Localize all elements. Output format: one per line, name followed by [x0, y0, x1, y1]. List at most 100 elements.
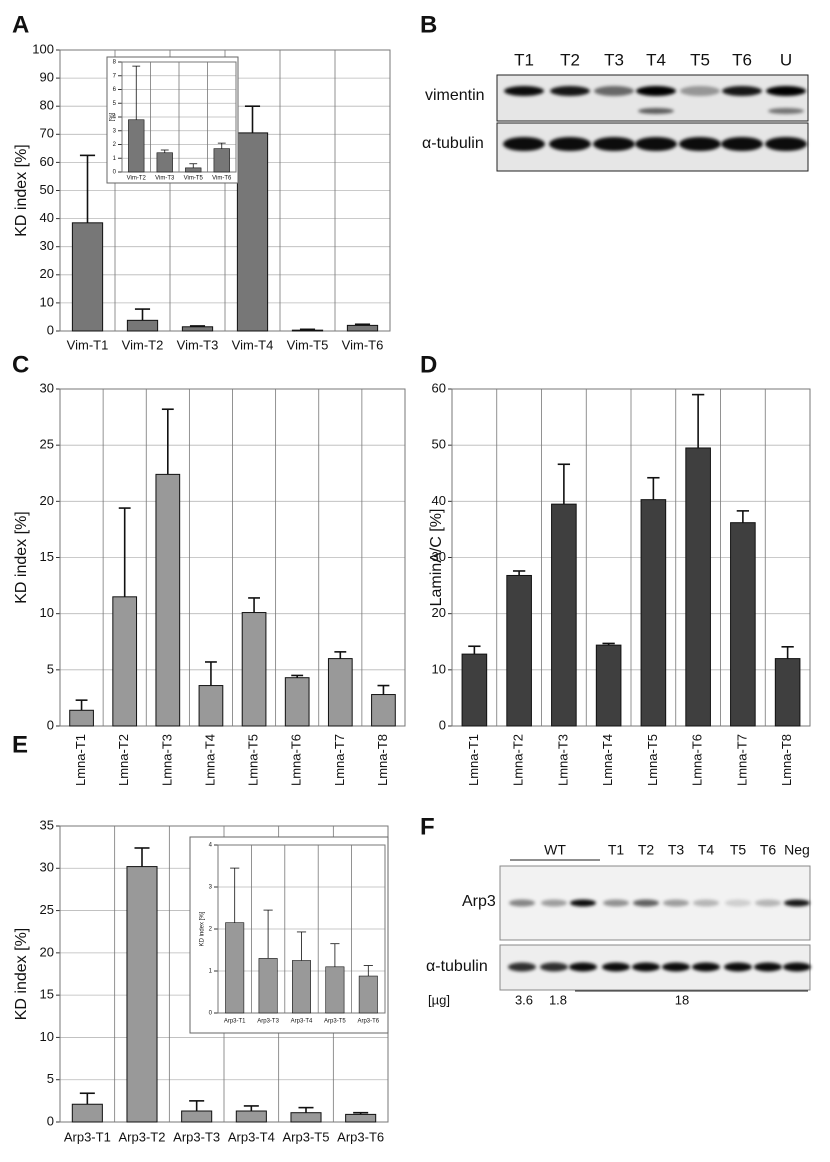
blot-band: [721, 137, 763, 151]
y-tick-label: 100: [32, 41, 54, 56]
y-tick-label: 15: [40, 987, 54, 1002]
x-tick-label: Vim-T5: [184, 176, 204, 182]
y-tick-label: 60: [40, 154, 54, 169]
x-tick-label: Lmna-T8: [779, 734, 794, 786]
bar: [327, 658, 353, 727]
y-tick-label: 3: [209, 885, 213, 891]
plot-frame: [59, 388, 406, 727]
x-tick-label: Arp3-T3: [257, 1019, 279, 1025]
y-tick-label: 10: [40, 1029, 54, 1044]
blot-band: [680, 86, 720, 96]
y-tick-label: 0: [439, 717, 446, 732]
panel-label: B: [420, 11, 437, 38]
bar: [284, 677, 310, 727]
y-tick-label: 40: [40, 210, 54, 225]
y-tick-label: 1: [209, 969, 213, 975]
bar: [155, 473, 181, 727]
y-tick-label: 5: [113, 101, 117, 107]
row-label: vimentin: [425, 87, 485, 104]
bar: [235, 1110, 267, 1123]
bar: [685, 447, 711, 727]
x-tick-label: Lmna-T1: [466, 734, 481, 786]
x-tick-label: Arp3-T4: [291, 1019, 313, 1025]
bar: [241, 612, 267, 727]
x-tick-label: Arp3-T6: [337, 1129, 384, 1144]
y-tick-label: 0: [47, 717, 54, 732]
y-tick-label: 8: [113, 60, 117, 66]
x-tick-label: Vim-T3: [177, 337, 219, 352]
x-tick-label: Lmna-T3: [159, 734, 174, 786]
panel-label: C: [12, 351, 29, 378]
blot-band: [569, 962, 597, 972]
blot-band: [636, 86, 676, 96]
x-tick-label: Arp3-T6: [357, 1019, 379, 1025]
y-tick-label: 5: [47, 1071, 54, 1086]
y-tick-label: 15: [40, 549, 54, 564]
bar: [461, 653, 488, 727]
y-tick-label: 40: [432, 493, 446, 508]
y-tick-label: 10: [40, 605, 54, 620]
x-tick-label: Arp3-T4: [228, 1129, 275, 1144]
bar: [292, 960, 311, 1014]
bar: [346, 324, 379, 332]
y-tick-label: 30: [40, 380, 54, 395]
bar: [291, 329, 324, 332]
x-tick-label: Lmna-T8: [375, 734, 390, 786]
lane-label: T1: [608, 842, 625, 858]
blot-band: [594, 86, 634, 96]
lane-label: T6: [760, 842, 777, 858]
lane-label: T2: [638, 842, 655, 858]
blot-band: [755, 899, 781, 907]
x-tick-label: Vim-T4: [232, 337, 274, 352]
row-label: Arp3: [462, 893, 496, 910]
x-tick-label: Arp3-T1: [64, 1129, 111, 1144]
bar: [126, 866, 158, 1123]
blot-band: [593, 137, 635, 151]
y-tick-label: 20: [40, 493, 54, 508]
blot-band: [765, 137, 807, 151]
x-tick-label: Lmna-T5: [645, 734, 660, 786]
x-tick-label: Vim-T2: [127, 176, 147, 182]
y-tick-label: 7: [113, 73, 117, 79]
panel-label: A: [12, 11, 29, 38]
amount-label: [µg]: [428, 992, 450, 1007]
blot-band: [766, 86, 806, 96]
y-tick-label: 80: [40, 98, 54, 113]
y-tick-label: 35: [40, 817, 54, 832]
x-tick-label: Lmna-T1: [73, 734, 88, 786]
lane-label: T6: [732, 50, 752, 69]
blot-band: [663, 899, 689, 907]
bar: [185, 167, 202, 173]
x-tick-label: Vim-T1: [67, 337, 109, 352]
bar: [198, 685, 224, 727]
bar: [258, 958, 278, 1014]
blot-band: [679, 137, 721, 151]
bar: [595, 644, 622, 727]
x-tick-label: Vim-T3: [155, 176, 175, 182]
y-tick-label: 10: [40, 294, 54, 309]
blot-band: [603, 899, 629, 907]
y-tick-label: 20: [40, 944, 54, 959]
panel-label: E: [12, 731, 28, 758]
row-label: α-tubulin: [426, 958, 488, 975]
y-tick-label: 0: [47, 1113, 54, 1128]
y-axis-label: LaminA/C [%]: [428, 509, 445, 607]
x-tick-label: Arp3-T2: [119, 1129, 166, 1144]
blot-band: [602, 962, 630, 972]
x-tick-label: Vim-T6: [342, 337, 384, 352]
y-axis-label: KD index [%]: [200, 911, 206, 946]
x-tick-label: Arp3-T5: [283, 1129, 330, 1144]
x-tick-label: Lmna-T5: [246, 734, 261, 786]
x-tick-label: Lmna-T6: [690, 734, 705, 786]
bar: [325, 966, 345, 1014]
x-tick-label: Lmna-T7: [734, 734, 749, 786]
x-tick-label: Lmna-T3: [555, 734, 570, 786]
blot-band: [550, 86, 590, 96]
bar: [69, 709, 94, 727]
bar: [371, 694, 396, 727]
x-tick-label: Arp3-T3: [173, 1129, 220, 1144]
x-tick-label: Vim-T2: [122, 337, 164, 352]
y-tick-label: 25: [40, 902, 54, 917]
